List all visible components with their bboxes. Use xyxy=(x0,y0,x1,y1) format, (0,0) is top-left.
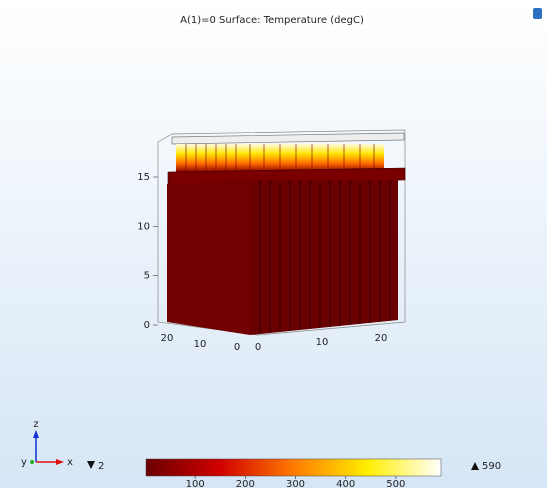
triad-label: x xyxy=(67,457,73,468)
triad-label: y xyxy=(21,457,27,468)
min-value: 2 xyxy=(98,461,104,472)
max-value: 590 xyxy=(482,461,501,472)
y-axis-label: 0 xyxy=(255,342,261,353)
side-face xyxy=(167,180,250,335)
color-bar-tick-label: 500 xyxy=(386,479,405,488)
x-axis-label: 0 xyxy=(234,342,240,353)
toolbar-icon[interactable] xyxy=(533,8,542,19)
color-bar xyxy=(146,459,441,476)
color-bar-tick-label: 200 xyxy=(236,479,255,488)
triad-label: z xyxy=(33,419,38,430)
x-axis-label: 10 xyxy=(194,339,207,350)
z-tick-label: 15 xyxy=(137,172,150,183)
plot-title: A(1)=0 Surface: Temperature (degC) xyxy=(180,15,364,26)
heat-sink xyxy=(158,130,405,335)
color-bar-tick-label: 400 xyxy=(336,479,355,488)
y-axis-label: 20 xyxy=(375,333,388,344)
fins-face xyxy=(250,180,398,335)
x-axis-label: 20 xyxy=(161,333,174,344)
color-bar-tick-label: 300 xyxy=(286,479,305,488)
z-tick-label: 10 xyxy=(137,221,150,232)
color-bar-tick-label: 100 xyxy=(186,479,205,488)
z-tick-label: 0 xyxy=(144,320,150,331)
y-axis-label: 10 xyxy=(316,337,329,348)
graphics-window: A(1)=0 Surface: Temperature (degC) xyxy=(0,0,547,488)
z-tick-label: 5 xyxy=(144,271,150,282)
